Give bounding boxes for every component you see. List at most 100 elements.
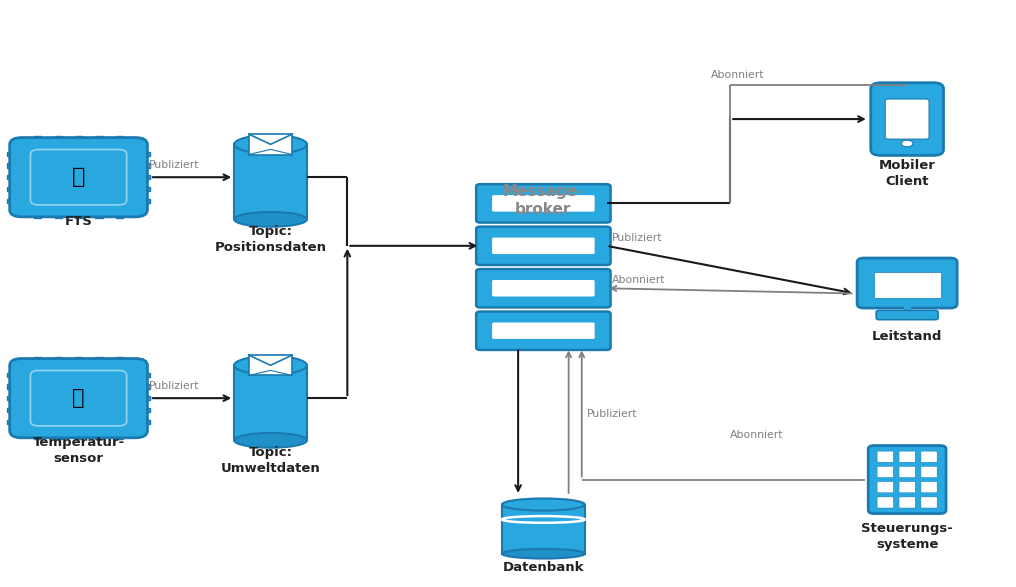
Text: Abonniert: Abonniert bbox=[711, 69, 764, 79]
FancyBboxPatch shape bbox=[920, 482, 937, 492]
Bar bbox=[135, 187, 149, 191]
Bar bbox=[7, 408, 21, 412]
Text: FTS: FTS bbox=[65, 215, 92, 228]
Ellipse shape bbox=[234, 433, 307, 448]
Bar bbox=[135, 175, 149, 179]
Bar bbox=[75, 357, 82, 366]
Bar bbox=[7, 384, 21, 389]
FancyBboxPatch shape bbox=[920, 467, 937, 477]
FancyBboxPatch shape bbox=[492, 195, 594, 212]
Bar bbox=[135, 408, 149, 412]
FancyBboxPatch shape bbox=[234, 365, 307, 440]
Bar bbox=[7, 175, 21, 179]
Bar bbox=[96, 210, 103, 218]
FancyBboxPatch shape bbox=[492, 238, 594, 254]
FancyBboxPatch shape bbox=[920, 497, 937, 508]
Text: Temperatur-
sensor: Temperatur- sensor bbox=[33, 436, 125, 465]
FancyBboxPatch shape bbox=[234, 144, 307, 220]
FancyBboxPatch shape bbox=[30, 150, 127, 205]
FancyBboxPatch shape bbox=[877, 467, 893, 477]
FancyBboxPatch shape bbox=[899, 467, 915, 477]
FancyBboxPatch shape bbox=[877, 497, 893, 508]
Bar bbox=[7, 198, 21, 203]
Bar bbox=[35, 210, 42, 218]
Bar bbox=[75, 431, 82, 439]
Ellipse shape bbox=[234, 356, 307, 375]
FancyBboxPatch shape bbox=[871, 83, 944, 156]
Bar bbox=[7, 396, 21, 400]
Bar bbox=[7, 163, 21, 167]
FancyBboxPatch shape bbox=[10, 359, 147, 438]
FancyBboxPatch shape bbox=[477, 227, 611, 265]
Circle shape bbox=[901, 140, 913, 147]
Bar bbox=[7, 151, 21, 156]
Text: 🌡️: 🌡️ bbox=[72, 388, 84, 408]
Ellipse shape bbox=[234, 212, 307, 227]
Ellipse shape bbox=[502, 549, 585, 559]
FancyBboxPatch shape bbox=[899, 482, 915, 492]
Bar bbox=[135, 163, 149, 167]
FancyBboxPatch shape bbox=[477, 312, 611, 350]
Bar bbox=[96, 431, 103, 439]
Bar bbox=[116, 357, 123, 366]
FancyBboxPatch shape bbox=[858, 258, 957, 308]
FancyBboxPatch shape bbox=[899, 497, 915, 508]
FancyBboxPatch shape bbox=[502, 505, 585, 554]
FancyBboxPatch shape bbox=[899, 451, 915, 462]
FancyBboxPatch shape bbox=[477, 269, 611, 308]
Bar bbox=[55, 431, 62, 439]
Bar bbox=[35, 357, 42, 366]
Bar bbox=[135, 420, 149, 424]
Bar bbox=[7, 420, 21, 424]
Bar bbox=[249, 134, 293, 154]
Bar bbox=[55, 357, 62, 366]
Text: Publiziert: Publiziert bbox=[612, 233, 662, 243]
Bar bbox=[135, 198, 149, 203]
Bar bbox=[249, 355, 293, 376]
Bar bbox=[135, 396, 149, 400]
FancyBboxPatch shape bbox=[492, 280, 594, 296]
Text: 🛒: 🛒 bbox=[72, 167, 85, 187]
Bar bbox=[116, 136, 123, 144]
Text: Topic:
Umweltdaten: Topic: Umweltdaten bbox=[220, 446, 320, 475]
Bar bbox=[96, 136, 103, 144]
Text: Abonniert: Abonniert bbox=[731, 430, 783, 440]
FancyBboxPatch shape bbox=[10, 137, 147, 217]
FancyBboxPatch shape bbox=[477, 184, 611, 222]
Bar bbox=[116, 210, 123, 218]
Bar bbox=[35, 431, 42, 439]
FancyBboxPatch shape bbox=[885, 99, 929, 139]
FancyBboxPatch shape bbox=[876, 311, 938, 320]
FancyBboxPatch shape bbox=[492, 322, 594, 339]
Text: Publiziert: Publiziert bbox=[149, 381, 200, 391]
Bar bbox=[96, 357, 103, 366]
Text: Publiziert: Publiziert bbox=[587, 409, 637, 419]
FancyBboxPatch shape bbox=[874, 272, 941, 298]
Text: Leitstand: Leitstand bbox=[872, 329, 942, 343]
Bar bbox=[7, 373, 21, 377]
FancyBboxPatch shape bbox=[869, 446, 946, 514]
Bar bbox=[135, 384, 149, 389]
Text: Publiziert: Publiziert bbox=[149, 160, 200, 170]
FancyBboxPatch shape bbox=[877, 451, 893, 462]
Bar bbox=[75, 210, 82, 218]
Text: Steuerungs-
systeme: Steuerungs- systeme bbox=[862, 522, 953, 551]
Ellipse shape bbox=[502, 498, 585, 511]
Text: Mobiler
Client: Mobiler Client bbox=[879, 158, 936, 188]
Bar bbox=[7, 187, 21, 191]
Bar bbox=[35, 136, 42, 144]
Text: Abonniert: Abonniert bbox=[612, 275, 665, 285]
Text: Datenbank: Datenbank bbox=[503, 561, 584, 574]
Text: Topic:
Positionsdaten: Topic: Positionsdaten bbox=[214, 225, 326, 254]
Text: Message-
broker: Message- broker bbox=[503, 184, 584, 217]
Bar bbox=[116, 431, 123, 439]
Bar bbox=[55, 210, 62, 218]
Bar bbox=[75, 136, 82, 144]
Ellipse shape bbox=[234, 135, 307, 154]
FancyBboxPatch shape bbox=[920, 451, 937, 462]
FancyBboxPatch shape bbox=[30, 370, 127, 426]
Bar bbox=[135, 151, 149, 156]
FancyBboxPatch shape bbox=[877, 482, 893, 492]
Bar bbox=[55, 136, 62, 144]
Bar bbox=[135, 373, 149, 377]
